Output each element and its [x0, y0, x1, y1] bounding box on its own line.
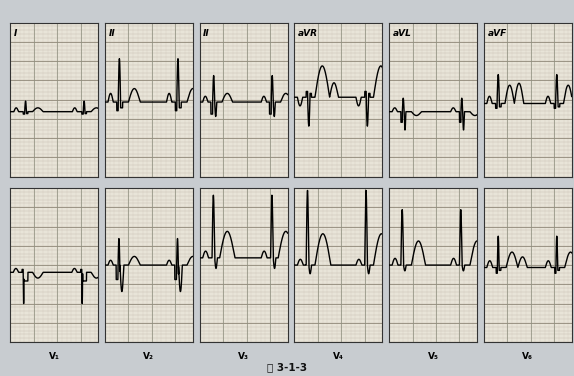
Text: aVL: aVL	[393, 29, 412, 38]
Text: aVF: aVF	[487, 29, 507, 38]
Text: V₆: V₆	[522, 352, 533, 361]
Text: V₃: V₃	[238, 352, 249, 361]
Text: V₅: V₅	[428, 352, 439, 361]
Text: 图 3-1-3: 图 3-1-3	[267, 362, 307, 372]
Text: I: I	[14, 29, 17, 38]
Text: V₂: V₂	[144, 352, 154, 361]
Text: II: II	[203, 29, 210, 38]
Text: aVR: aVR	[298, 29, 318, 38]
Text: II: II	[108, 29, 115, 38]
Text: V₁: V₁	[49, 352, 60, 361]
Text: V₄: V₄	[333, 352, 344, 361]
